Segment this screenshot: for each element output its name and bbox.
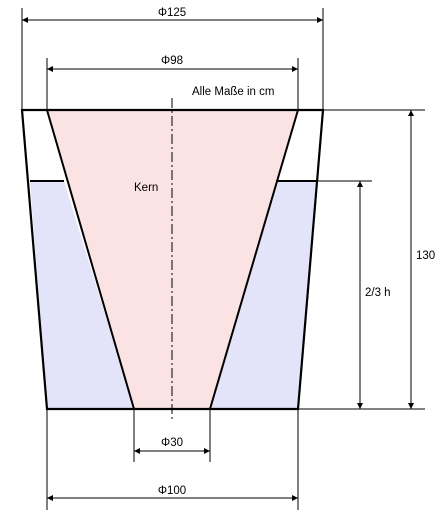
label-top-diameter: Φ125 — [158, 7, 186, 19]
label-total-height: 130 — [416, 250, 435, 262]
water-region-left — [30, 181, 134, 409]
water-region-right — [210, 181, 316, 409]
label-core-top-diameter: Φ98 — [161, 55, 183, 67]
label-core-bottom-diameter: Φ30 — [161, 437, 183, 449]
core-region — [47, 110, 298, 409]
label-fill-height: 2/3 h — [365, 287, 391, 299]
label-bottom-diameter: Φ100 — [158, 485, 186, 497]
core-right-edge — [209, 109, 299, 410]
core-label: Kern — [134, 182, 158, 194]
units-note: Alle Maße in cm — [192, 86, 274, 98]
core-left-edge — [46, 109, 135, 410]
